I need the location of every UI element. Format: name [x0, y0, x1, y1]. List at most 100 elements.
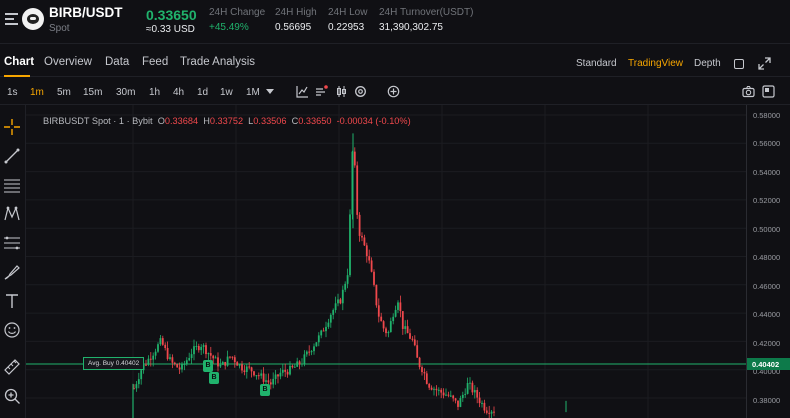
candle-body [437, 389, 440, 391]
candle-body [433, 388, 435, 390]
ohlc-close-label: C [291, 116, 299, 126]
ohlc-symbol: BIRBUSDT Spot · 1 · Bybit [43, 116, 153, 126]
candlestick-chart[interactable] [26, 105, 746, 418]
candle-body [449, 395, 452, 397]
emoji-icon[interactable] [3, 321, 21, 339]
chevron-down-icon[interactable] [266, 89, 274, 95]
timeframe-4h[interactable]: 4h [173, 87, 185, 98]
stat-value: +45.49% [209, 22, 249, 33]
menu-icon[interactable] [5, 13, 18, 25]
candle-body [195, 346, 198, 348]
candle-body [440, 389, 443, 393]
candle-body [205, 345, 207, 355]
candle-body [423, 372, 426, 374]
crosshair-icon[interactable] [3, 118, 21, 136]
candle-body [483, 402, 486, 411]
zoom-in-icon[interactable] [3, 387, 21, 405]
candle-body [193, 346, 195, 355]
brush-icon[interactable] [3, 263, 21, 281]
candle-body [339, 299, 342, 304]
view-standard[interactable]: Standard [576, 58, 617, 69]
tab-chart[interactable]: Chart [4, 56, 35, 68]
timeframe-5m[interactable]: 5m [57, 87, 71, 98]
candle-body [476, 390, 479, 398]
tab-overview[interactable]: Overview [44, 56, 92, 68]
trend-line-icon[interactable] [3, 147, 21, 165]
expand-icon[interactable] [758, 57, 771, 70]
pattern-icon[interactable] [3, 205, 21, 223]
stat-label: 24H Turnover(USDT) [379, 7, 474, 18]
chart-settings-icon[interactable] [315, 85, 328, 98]
view-tradingview[interactable]: TradingView [628, 58, 684, 69]
candle-body [397, 302, 399, 310]
candle-body [466, 382, 469, 394]
avg-buy-price-tag: 0.40402 [747, 358, 790, 370]
chart-tabs: Chart Overview Data Feed Trade Analysis … [0, 44, 790, 77]
axis-tick-label: 0.38000 [753, 396, 781, 405]
timeframe-15m[interactable]: 15m [83, 87, 103, 98]
buy-marker[interactable]: B [203, 360, 213, 372]
candle-body [284, 369, 287, 372]
camera-icon[interactable] [742, 85, 755, 98]
candle-body [133, 388, 135, 390]
candle-body [344, 283, 347, 290]
candle-body [154, 351, 157, 356]
candle-body [212, 355, 215, 359]
candle-body [356, 165, 359, 215]
stat-label: 24H Change [209, 7, 266, 18]
candle-body [277, 374, 279, 377]
timeframe-1w[interactable]: 1w [220, 87, 233, 98]
candle-body [305, 351, 308, 355]
candle-body [392, 316, 395, 322]
tab-feed[interactable]: Feed [142, 56, 169, 68]
candle-body [418, 357, 421, 368]
buy-marker[interactable]: B [209, 372, 219, 384]
timeframe-1d[interactable]: 1d [197, 87, 209, 98]
candle-body [149, 358, 152, 360]
stat-label: 24H Low [328, 7, 368, 18]
candle-body [351, 151, 354, 215]
candle-body [313, 346, 315, 352]
candle-body [473, 390, 476, 393]
timeframe-1h[interactable]: 1h [149, 87, 161, 98]
price-axis[interactable]: 0.58000 0.56000 0.54000 0.52000 0.50000 … [746, 105, 790, 418]
add-circle-icon[interactable] [387, 85, 400, 98]
tab-trade-analysis[interactable]: Trade Analysis [180, 56, 255, 68]
timeframe-1m[interactable]: 1m [30, 87, 44, 98]
candle-body [176, 364, 179, 368]
fib-tool-icon[interactable] [3, 234, 21, 252]
avg-buy-label[interactable]: Avg. Buy 0.40402 [83, 357, 145, 370]
candle-body [315, 342, 318, 347]
candle-type-icon[interactable] [335, 85, 348, 98]
indicator-icon[interactable] [296, 85, 309, 98]
view-depth[interactable]: Depth [694, 58, 721, 69]
candle-body [377, 305, 380, 317]
ruler-icon[interactable] [3, 358, 21, 376]
timeframe-1M[interactable]: 1M [246, 87, 260, 98]
horizontal-lines-icon[interactable] [3, 176, 21, 194]
tab-data[interactable]: Data [105, 56, 130, 68]
candle-body [267, 380, 270, 383]
candle-body [226, 356, 229, 366]
candle-body [209, 353, 212, 356]
buy-marker[interactable]: B [260, 384, 270, 396]
candle-body [425, 373, 428, 384]
candle-body [188, 358, 191, 361]
layout-icon[interactable] [762, 85, 775, 98]
candle-body [289, 365, 291, 375]
candle-body [464, 393, 467, 395]
timeframe-1s[interactable]: 1s [7, 87, 18, 98]
candle-body [346, 275, 349, 284]
pair-name[interactable]: BIRB/USDT [49, 5, 123, 20]
candle-body [404, 326, 407, 329]
candle-body [171, 357, 174, 363]
timeframe-30m[interactable]: 30m [116, 87, 136, 98]
candle-body [238, 364, 241, 366]
candle-body [368, 256, 371, 261]
checkbox-icon[interactable] [734, 59, 744, 69]
candle-body [353, 151, 356, 166]
candle-body [382, 321, 385, 329]
gear-icon[interactable] [354, 85, 367, 98]
candle-body [185, 360, 188, 364]
text-icon[interactable] [3, 292, 21, 310]
